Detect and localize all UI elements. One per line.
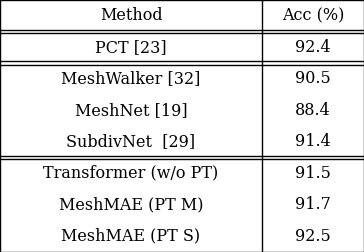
Text: 92.4: 92.4 — [295, 39, 331, 56]
Text: 88.4: 88.4 — [295, 102, 331, 119]
Text: 92.5: 92.5 — [295, 228, 331, 245]
Text: 91.4: 91.4 — [295, 133, 331, 150]
Text: MeshWalker [32]: MeshWalker [32] — [62, 70, 201, 87]
Text: MeshMAE (PT S): MeshMAE (PT S) — [62, 228, 201, 245]
Text: 90.5: 90.5 — [295, 70, 331, 87]
Text: Transformer (w/o PT): Transformer (w/o PT) — [43, 165, 219, 182]
Text: MeshMAE (PT M): MeshMAE (PT M) — [59, 196, 203, 213]
Text: 91.5: 91.5 — [295, 165, 331, 182]
Text: MeshNet [19]: MeshNet [19] — [75, 102, 187, 119]
Text: Method: Method — [100, 7, 162, 24]
Text: PCT [23]: PCT [23] — [95, 39, 167, 56]
Text: 91.7: 91.7 — [295, 196, 331, 213]
Text: Acc (%): Acc (%) — [282, 7, 344, 24]
Text: SubdivNet  [29]: SubdivNet [29] — [67, 133, 195, 150]
